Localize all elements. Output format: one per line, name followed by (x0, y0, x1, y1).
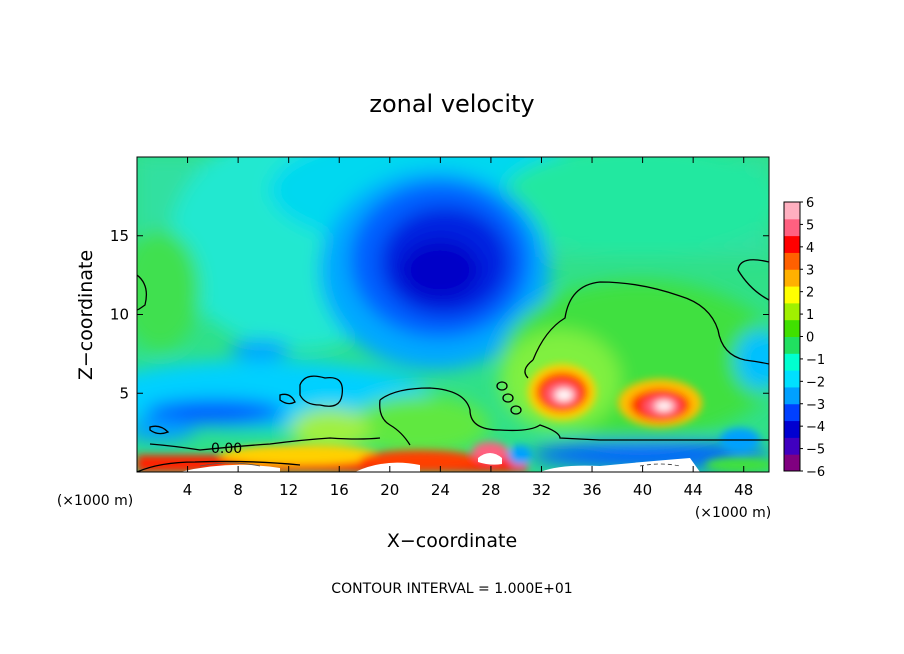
colorbar-label: 4 (806, 241, 814, 256)
y-tick-label: 5 (119, 384, 129, 402)
colorbar-label: 6 (806, 196, 814, 211)
colorbar-swatch (784, 370, 800, 388)
x-tick-label: 28 (481, 481, 500, 499)
colorbar-label: 5 (806, 218, 814, 233)
colorbar-label: 2 (806, 286, 814, 301)
colorbar-label: −1 (806, 353, 825, 368)
heatmap-field: 0.00 (137, 157, 769, 472)
colorbar-label: 0 (806, 331, 814, 346)
colorbar-swatch (784, 336, 800, 354)
colorbar-swatch (784, 202, 800, 220)
colorbar-label: −3 (806, 398, 825, 413)
x-tick-label: 44 (684, 481, 703, 499)
colorbar: 6 5 4 3 2 1 0 −1 −2 −3 −4 −5 −6 (783, 196, 825, 480)
y-tick-label: 15 (110, 227, 129, 245)
colorbar-swatch (784, 286, 800, 304)
colorbar-label: −2 (806, 375, 825, 390)
chart-title: zonal velocity (369, 90, 534, 118)
x-tick-label: 4 (183, 481, 193, 499)
colorbar-swatch (784, 437, 800, 455)
zero-contours (137, 259, 769, 472)
x-tick-label: 40 (633, 481, 652, 499)
colorbar-swatch (784, 235, 800, 253)
x-axis: 4 8 12 16 20 24 28 32 36 40 44 48 (183, 157, 753, 499)
colorbar-label: 3 (806, 263, 814, 278)
x-tick-label: 8 (233, 481, 243, 499)
colorbar-label: −5 (806, 443, 825, 458)
colorbar-label: 1 (806, 308, 814, 323)
colorbar-swatch (784, 353, 800, 371)
colorbar-label: −4 (806, 420, 825, 435)
contour-label: 0.00 (211, 441, 242, 457)
contour-interval-note: CONTOUR INTERVAL = 1.000E+01 (331, 581, 572, 597)
y-axis: 5 10 15 (110, 227, 769, 402)
colorbar-swatch (784, 218, 800, 237)
colorbar-swatch (784, 302, 800, 321)
colorbar-swatch (784, 454, 800, 472)
colorbar-label: −6 (806, 465, 825, 480)
colorbar-swatch (784, 386, 800, 405)
x-tick-label: 24 (431, 481, 450, 499)
x-axis-label: X−coordinate (387, 530, 517, 552)
colorbar-swatch (784, 269, 800, 287)
x-tick-label: 32 (532, 481, 551, 499)
x-tick-label: 20 (380, 481, 399, 499)
colorbar-swatch (784, 403, 800, 422)
y-axis-label: Z−coordinate (75, 250, 97, 380)
x-tick-label: 48 (734, 481, 753, 499)
x-tick-label: 12 (279, 481, 298, 499)
x-tick-label: 16 (330, 481, 349, 499)
colorbar-swatch (784, 319, 800, 337)
y-tick-label: 10 (110, 306, 129, 324)
x-unit-right: (×1000 m) (695, 505, 771, 521)
colorbar-swatch (784, 252, 800, 270)
x-unit-left: (×1000 m) (57, 493, 133, 509)
x-tick-label: 36 (582, 481, 601, 499)
colorbar-swatch (784, 420, 800, 438)
